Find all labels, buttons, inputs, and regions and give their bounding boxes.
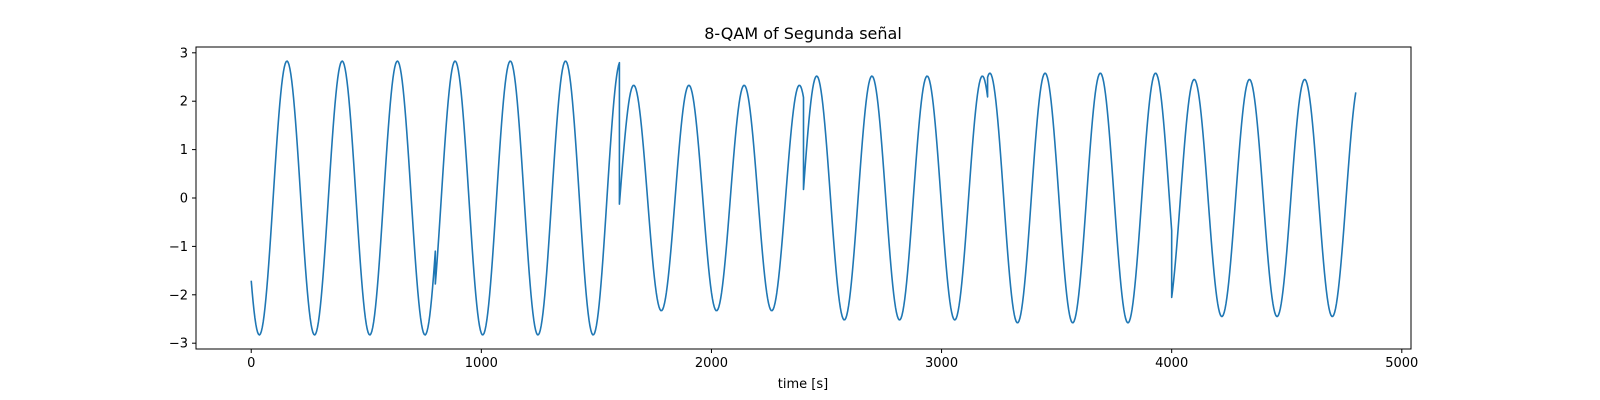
axes-frame <box>195 46 1412 350</box>
y-tick-label: 3 <box>180 46 188 61</box>
x-axis-label: time [s] <box>778 377 828 392</box>
y-tick-label: 1 <box>180 143 188 158</box>
y-tick-label: −1 <box>169 240 188 255</box>
x-tick-label: 2000 <box>695 356 728 371</box>
x-tick-label: 0 <box>247 356 255 371</box>
x-tick-label: 1000 <box>465 356 498 371</box>
series-line-0 <box>250 60 1357 336</box>
plot-area: 0 1000 2000 3000 4000 5000 −3 −2 −1 0 1 2 3 <box>169 46 1419 371</box>
y-tick-label: 0 <box>180 192 188 207</box>
chart-title: 8-QAM of Segunda señal <box>704 24 902 43</box>
x-tick-label: 3000 <box>925 356 958 371</box>
x-tick-label: 5000 <box>1385 356 1418 371</box>
y-tick-label: 2 <box>180 95 188 110</box>
y-tick-label: −2 <box>169 288 188 303</box>
x-tick-label: 4000 <box>1155 356 1188 371</box>
y-tick-label: −3 <box>169 337 188 352</box>
